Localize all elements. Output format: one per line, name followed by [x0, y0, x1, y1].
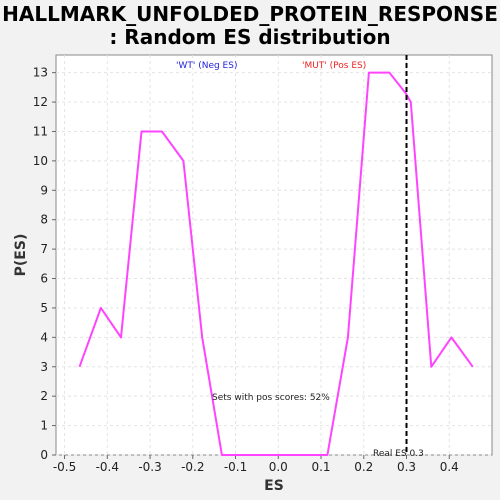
x-tick-label: 0.3: [397, 460, 416, 474]
real-es-label: Real ES 0.3: [373, 449, 424, 459]
x-tick-label: 0.4: [440, 460, 459, 474]
x-tick-label: -0.5: [53, 460, 76, 474]
y-axis-label: P(ES): [13, 234, 29, 277]
y-tick-label: 0: [40, 448, 48, 462]
y-tick-label: 7: [40, 242, 48, 256]
neg-es-label: 'WT' (Neg ES): [176, 61, 237, 71]
x-tick-label: 0.2: [354, 460, 373, 474]
y-tick-label: 3: [40, 360, 48, 374]
x-tick-label: 0.1: [311, 460, 330, 474]
y-tick-label: 4: [40, 330, 48, 344]
x-tick-label: -0.1: [224, 460, 247, 474]
y-tick-label: 12: [33, 95, 48, 109]
x-tick-label: -0.2: [181, 460, 204, 474]
axes: -0.5 -0.4 -0.3 -0.2 -0.1 0.0 0.1 0.2 0.3 0.401234…: [33, 66, 459, 474]
chart-title-line1: HALLMARK_UNFOLDED_PROTEIN_RESPONSE: [2, 2, 498, 26]
pos-es-label: 'MUT' (Pos ES): [302, 61, 366, 71]
x-tick-label: 0.0: [269, 460, 288, 474]
y-tick-label: 1: [40, 419, 48, 433]
y-tick-label: 2: [40, 389, 48, 403]
y-tick-label: 8: [40, 213, 48, 227]
series-layer: [78, 55, 474, 456]
es-distribution-line: [78, 71, 474, 456]
y-tick-label: 6: [40, 272, 48, 286]
chart-title-line2: : Random ES distribution: [109, 25, 390, 49]
x-axis-label: ES: [264, 478, 284, 494]
x-tick-label: -0.3: [138, 460, 161, 474]
y-tick-label: 13: [33, 66, 48, 80]
pos-scores-annotation: Sets with pos scores: 52%: [212, 393, 330, 403]
y-tick-label: 10: [33, 154, 48, 168]
y-tick-label: 5: [40, 301, 48, 315]
y-tick-label: 9: [40, 183, 48, 197]
x-tick-label: -0.4: [96, 460, 119, 474]
y-tick-label: 11: [33, 124, 48, 138]
